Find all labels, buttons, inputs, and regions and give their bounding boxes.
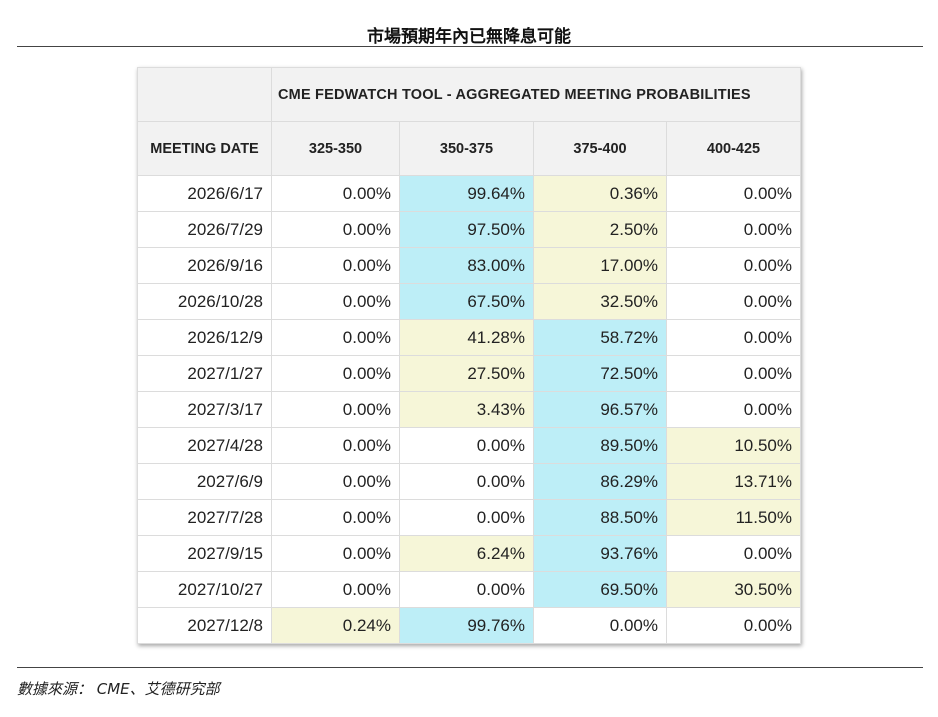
probability-cell: 11.50% [666,499,801,536]
probability-cell: 17.00% [533,247,667,284]
probability-cell: 0.36% [533,175,667,212]
meeting-date-cell: 2027/12/8 [137,607,272,644]
header-corner [137,67,272,122]
probability-cell: 93.76% [533,535,667,572]
probability-cell: 0.00% [666,211,801,248]
probability-cell: 99.76% [399,607,534,644]
probability-cell: 86.29% [533,463,667,500]
meeting-date-header: MEETING DATE [137,121,272,176]
probability-cell: 67.50% [399,283,534,320]
probability-cell: 69.50% [533,571,667,608]
probability-cell: 6.24% [399,535,534,572]
table-row: 2026/12/9 0.00% 41.28% 58.72% 0.00% [137,319,801,356]
probability-cell: 0.00% [666,175,801,212]
probability-cell: 0.00% [666,535,801,572]
table-row: 2027/12/8 0.24% 99.76% 0.00% 0.00% [137,607,801,644]
meeting-date-cell: 2026/10/28 [137,283,272,320]
meeting-date-cell: 2026/9/16 [137,247,272,284]
top-divider [17,46,923,47]
probability-cell: 27.50% [399,355,534,392]
probability-cell: 0.00% [271,355,400,392]
probability-cell: 0.24% [271,607,400,644]
probability-cell: 0.00% [271,211,400,248]
probability-cell: 0.00% [666,283,801,320]
meeting-date-cell: 2026/7/29 [137,211,272,248]
table-row: 2026/6/17 0.00% 99.64% 0.36% 0.00% [137,175,801,212]
probability-cell: 58.72% [533,319,667,356]
table-row: 2027/6/9 0.00% 0.00% 86.29% 13.71% [137,463,801,500]
probability-cell: 2.50% [533,211,667,248]
probability-cell: 97.50% [399,211,534,248]
table-row: 2026/9/16 0.00% 83.00% 17.00% 0.00% [137,247,801,284]
probability-cell: 0.00% [271,175,400,212]
probability-cell: 0.00% [271,535,400,572]
meeting-date-cell: 2027/6/9 [137,463,272,500]
probability-cell: 89.50% [533,427,667,464]
table-row: 2026/10/28 0.00% 67.50% 32.50% 0.00% [137,283,801,320]
probability-table-container: CME FEDWATCH TOOL - AGGREGATED MEETING P… [137,67,801,644]
probability-cell: 0.00% [271,571,400,608]
probability-cell: 0.00% [271,319,400,356]
table-super-header: CME FEDWATCH TOOL - AGGREGATED MEETING P… [271,67,801,122]
meeting-date-cell: 2027/10/27 [137,571,272,608]
table-row: 2027/4/28 0.00% 0.00% 89.50% 10.50% [137,427,801,464]
column-header: 375-400 [533,121,667,176]
meeting-date-cell: 2026/6/17 [137,175,272,212]
meeting-date-cell: 2027/4/28 [137,427,272,464]
probability-cell: 0.00% [666,607,801,644]
probability-cell: 88.50% [533,499,667,536]
table-row: 2027/7/28 0.00% 0.00% 88.50% 11.50% [137,499,801,536]
probability-cell: 3.43% [399,391,534,428]
meeting-date-cell: 2027/9/15 [137,535,272,572]
column-header: 400-425 [666,121,801,176]
probability-cell: 96.57% [533,391,667,428]
probability-cell: 0.00% [666,319,801,356]
probability-cell: 0.00% [399,499,534,536]
probability-cell: 13.71% [666,463,801,500]
probability-cell: 32.50% [533,283,667,320]
probability-cell: 0.00% [666,391,801,428]
column-header-row: MEETING DATE 325-350 350-375 375-400 400… [137,121,801,176]
probability-cell: 10.50% [666,427,801,464]
probability-cell: 0.00% [271,499,400,536]
probability-cell: 0.00% [271,247,400,284]
meeting-date-cell: 2027/1/27 [137,355,272,392]
probability-cell: 0.00% [666,355,801,392]
super-header-row: CME FEDWATCH TOOL - AGGREGATED MEETING P… [137,67,801,122]
probability-cell: 41.28% [399,319,534,356]
meeting-date-cell: 2026/12/9 [137,319,272,356]
table-row: 2026/7/29 0.00% 97.50% 2.50% 0.00% [137,211,801,248]
table-row: 2027/1/27 0.00% 27.50% 72.50% 0.00% [137,355,801,392]
table-row: 2027/3/17 0.00% 3.43% 96.57% 0.00% [137,391,801,428]
probability-cell: 0.00% [533,607,667,644]
table-row: 2027/9/15 0.00% 6.24% 93.76% 0.00% [137,535,801,572]
probability-cell: 0.00% [399,571,534,608]
page-title: 市場預期年內已無降息可能 [367,27,571,47]
table-row: 2027/10/27 0.00% 0.00% 69.50% 30.50% [137,571,801,608]
bottom-divider [17,667,923,668]
probability-cell: 30.50% [666,571,801,608]
table-body: 2026/6/17 0.00% 99.64% 0.36% 0.00% 2026/7/29 0… [137,175,801,644]
probability-cell: 0.00% [399,463,534,500]
probability-cell: 0.00% [271,463,400,500]
probability-cell: 72.50% [533,355,667,392]
meeting-date-cell: 2027/3/17 [137,391,272,428]
probability-cell: 99.64% [399,175,534,212]
column-header: 325-350 [271,121,400,176]
probability-cell: 0.00% [666,247,801,284]
probability-cell: 0.00% [271,283,400,320]
source-note: 數據來源： CME、艾德研究部 [17,680,220,698]
column-header: 350-375 [399,121,534,176]
probability-cell: 83.00% [399,247,534,284]
probability-cell: 0.00% [399,427,534,464]
meeting-date-cell: 2027/7/28 [137,499,272,536]
probability-cell: 0.00% [271,427,400,464]
probability-cell: 0.00% [271,391,400,428]
probability-table: CME FEDWATCH TOOL - AGGREGATED MEETING P… [137,67,801,644]
